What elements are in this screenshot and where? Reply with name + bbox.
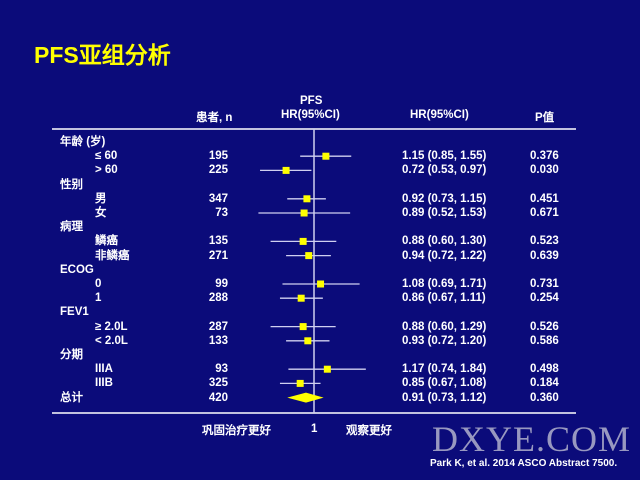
citation: Park K, et al. 2014 ASCO Abstract 7500. (430, 458, 618, 469)
row-hr-text: 1.17 (0.74, 1.84) (402, 363, 487, 376)
hr-marker (299, 237, 307, 245)
row-label: FEV1 (60, 306, 89, 319)
row-hr-text: 0.72 (0.53, 0.97) (402, 164, 487, 177)
header-plot: HR(95%CI) (281, 109, 340, 121)
row-label: 女 (95, 207, 107, 219)
overall-diamond (287, 392, 324, 403)
header-n: 患者, n (196, 112, 233, 124)
reference-tick-label: 1 (311, 423, 318, 435)
row-n: 347 (208, 192, 228, 205)
row-n: 271 (208, 249, 228, 262)
hr-marker (317, 280, 325, 288)
row-n: 225 (208, 164, 228, 177)
row-hr-text: 0.94 (0.72, 1.22) (402, 249, 487, 262)
row-p-value: 0.254 (530, 292, 559, 305)
row-hr-text: 0.91 (0.73, 1.12) (402, 391, 487, 404)
row-label: 总计 (60, 391, 83, 404)
row-label: ≤ 60 (95, 150, 118, 163)
row-hr-text: 0.89 (0.52, 1.53) (402, 207, 487, 219)
row-label: ≥ 2.0L (95, 320, 128, 333)
hr-marker (296, 379, 304, 387)
row-label: > 60 (95, 164, 118, 177)
row-hr-text: 0.88 (0.60, 1.29) (402, 320, 487, 333)
row-label: 0 (95, 278, 102, 290)
row-label: 鳞癌 (95, 235, 118, 248)
row-n: 287 (208, 320, 228, 333)
row-hr-text: 0.93 (0.72, 1.20) (402, 334, 487, 347)
row-n: 93 (215, 363, 228, 376)
row-n: 135 (208, 235, 228, 248)
row-label: IIIA (95, 363, 113, 376)
hr-marker (282, 166, 290, 174)
row-n: 195 (208, 150, 228, 163)
row-p-value: 0.639 (530, 249, 559, 262)
row-p-value: 0.030 (530, 164, 559, 177)
row-n: 325 (208, 377, 228, 390)
row-label: 1 (95, 292, 102, 305)
row-hr-text: 0.88 (0.60, 1.30) (402, 235, 487, 248)
favors-treatment-label: 巩固治疗更好 (202, 425, 271, 437)
watermark: DXYE.COM (432, 419, 632, 459)
row-label: IIIB (95, 377, 113, 390)
hr-marker (300, 209, 308, 217)
row-label: 分期 (60, 349, 83, 361)
hr-marker (297, 294, 305, 302)
hr-marker (323, 365, 331, 373)
header-plot-top: PFS (300, 95, 323, 107)
row-p-value: 0.184 (530, 377, 559, 390)
hr-marker (322, 152, 330, 160)
hr-marker (299, 323, 307, 331)
row-p-value: 0.526 (530, 320, 559, 333)
row-label: 性别 (60, 178, 83, 191)
hr-marker (303, 195, 311, 203)
row-label: 病理 (60, 221, 83, 234)
row-p-value: 0.731 (530, 278, 559, 290)
row-p-value: 0.498 (530, 363, 559, 376)
row-n: 73 (215, 207, 228, 219)
favors-observation-label: 观察更好 (346, 425, 392, 437)
header-hr: HR(95%CI) (410, 109, 469, 121)
row-hr-text: 1.15 (0.85, 1.55) (402, 150, 487, 163)
hr-marker (305, 252, 313, 260)
row-p-value: 0.451 (530, 192, 559, 205)
row-p-value: 0.671 (530, 207, 559, 219)
row-label: < 2.0L (95, 334, 128, 347)
row-n: 288 (208, 292, 228, 305)
page-title: PFS亚组分析 (34, 42, 171, 68)
row-label: ECOG (60, 263, 94, 276)
header-p: P值 (535, 112, 555, 124)
row-p-value: 0.360 (530, 391, 559, 404)
row-p-value: 0.586 (530, 334, 559, 347)
hr-marker (304, 337, 312, 345)
row-hr-text: 0.86 (0.67, 1.11) (402, 292, 486, 305)
row-label: 男 (95, 192, 107, 205)
row-p-value: 0.523 (530, 235, 559, 248)
row-n: 133 (208, 334, 228, 347)
row-hr-text: 1.08 (0.69, 1.71) (402, 278, 487, 290)
row-label: 非鳞癌 (95, 249, 130, 262)
row-p-value: 0.376 (530, 150, 559, 163)
row-n: 99 (215, 278, 228, 290)
row-n: 420 (208, 391, 228, 404)
row-label: 年龄 (岁) (60, 136, 106, 148)
row-hr-text: 0.85 (0.67, 1.08) (402, 377, 487, 390)
row-hr-text: 0.92 (0.73, 1.15) (402, 192, 487, 205)
